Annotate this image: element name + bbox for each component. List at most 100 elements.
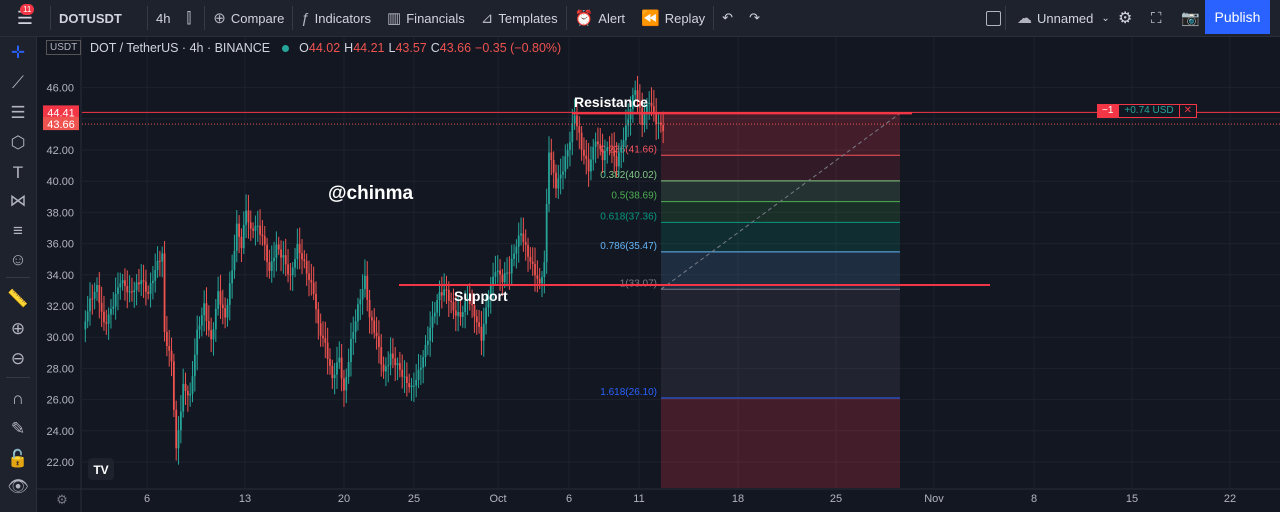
horizontal-lines[interactable] — [82, 111, 1280, 286]
compare-button[interactable]: ⊕ Compare — [205, 0, 292, 36]
text-icon[interactable]: T — [12, 163, 24, 182]
candle-body — [615, 156, 618, 167]
candle-body — [415, 379, 418, 386]
price-badge-text: 43.66 — [47, 119, 75, 131]
snapshot-button[interactable]: 📷 — [1173, 0, 1208, 36]
currency-label[interactable]: USDT — [46, 40, 82, 55]
zoom-in-icon[interactable]: ⊕ — [10, 319, 26, 338]
time-axis[interactable]: 6 13 20 25 Oct 6 11 18 25 Nov 8 15 22 — [37, 488, 1280, 505]
compare-label: Compare — [230, 10, 285, 26]
top-toolbar: ☰ 11 DOTUSDT 4h ⫿ ⊕ Compare ƒ Indicators ▥… — [0, 0, 1280, 37]
menu-button[interactable]: ☰ 11 — [0, 0, 50, 36]
trendline-icon[interactable]: ⟋ — [12, 73, 24, 92]
candle-body — [585, 155, 588, 160]
chart-settings-button[interactable]: ⚙ — [56, 493, 68, 508]
candle-body — [217, 291, 220, 309]
candle-body — [270, 261, 273, 271]
financials-icon: ▥ — [387, 10, 402, 27]
financials-label: Financials — [406, 10, 465, 26]
zoom-out-icon[interactable]: ⊖ — [10, 349, 26, 368]
price-chart[interactable]: 0.236(41.66) 0.382(40.02) 0.5(38.69) 0.618(… — [37, 37, 1280, 512]
candle-body — [552, 160, 555, 173]
time-tick-label: Oct — [489, 493, 506, 505]
lock-pencil-icon[interactable]: ✎ — [10, 419, 26, 438]
candle-body — [662, 124, 665, 132]
layout-button[interactable] — [978, 0, 1009, 36]
position-close-button[interactable]: ✕ — [1179, 104, 1197, 118]
candle-body — [298, 243, 301, 254]
candle-body — [282, 255, 285, 258]
fullscreen-button[interactable]: ⛶ — [1143, 0, 1170, 36]
indicators-label: Indicators — [314, 10, 372, 26]
candle-body — [571, 123, 574, 143]
redo-button[interactable]: ↷ — [741, 0, 768, 36]
candle-body — [91, 298, 94, 300]
position-tag[interactable]: −1 +0.74 USD ✕ — [1097, 104, 1197, 118]
candle-body — [468, 299, 471, 305]
layout-name-label: Unnamed — [1037, 10, 1094, 26]
lock-icon[interactable]: 🔓 — [7, 449, 29, 468]
price-badge: 43.66 — [43, 117, 79, 131]
emoji-icon[interactable]: ☺ — [9, 250, 27, 269]
publish-button[interactable]: Publish — [1205, 0, 1270, 34]
tv-logo-icon: TV — [88, 458, 114, 480]
candle-body — [387, 365, 390, 367]
chevron-down-icon: ⌄ — [1101, 12, 1110, 24]
candle-body — [541, 277, 543, 284]
price-tick-label: 28.00 — [46, 363, 74, 375]
candle-body — [221, 304, 224, 309]
candle-body — [319, 323, 322, 336]
candle-body — [259, 225, 261, 235]
alert-button[interactable]: ⏰ Alert — [567, 0, 633, 36]
settings-button[interactable]: ⚙ — [1110, 0, 1140, 36]
gear-icon: ⚙ — [1118, 10, 1133, 27]
support-label: Support — [454, 288, 508, 304]
candle-body — [240, 236, 243, 249]
candle-body — [382, 364, 385, 372]
patterns-icon[interactable]: ⬡ — [10, 133, 26, 152]
measure-icon[interactable]: ≡ — [13, 221, 23, 240]
crosshair-icon[interactable]: ✛ — [10, 43, 26, 62]
financials-button[interactable]: ▥ Financials — [379, 0, 473, 36]
candle-body — [454, 310, 457, 316]
candle-body — [359, 299, 362, 305]
chart-type-button[interactable]: ⫿ — [178, 0, 204, 36]
close-value: 43.66 — [439, 41, 472, 55]
indicators-button[interactable]: ƒ Indicators — [293, 0, 379, 36]
fib-zone — [661, 201, 900, 223]
projection-icon[interactable]: ⋈ — [9, 191, 27, 210]
magnet-icon[interactable]: ∩ — [11, 389, 25, 408]
candle-body — [124, 280, 126, 286]
fib-icon[interactable]: ☰ — [10, 103, 26, 122]
price-axis[interactable]: 22.00 24.00 26.00 28.00 30.00 32.00 34.00 36.00… — [43, 37, 82, 512]
eye-icon[interactable]: 👁 — [7, 477, 29, 496]
interval-button[interactable]: 4h — [156, 10, 171, 26]
templates-label: Templates — [498, 10, 558, 26]
candle-body — [371, 317, 373, 321]
candle-body — [464, 300, 467, 313]
ruler-icon[interactable]: 📏 — [7, 289, 29, 308]
layout-name-button[interactable]: ☁ Unnamed ⌄ — [1009, 0, 1118, 36]
replay-button[interactable]: ⏪ Replay — [633, 0, 713, 36]
candle-body — [333, 374, 336, 379]
symbol-search-button[interactable]: DOTUSDT — [59, 10, 122, 26]
candle-body — [368, 299, 371, 318]
candle-body — [184, 383, 187, 391]
templates-button[interactable]: ⊿ Templates — [473, 0, 566, 36]
candle-body — [142, 280, 145, 282]
fib-retracement[interactable]: 0.236(41.66) 0.382(40.02) 0.5(38.69) 0.618(… — [600, 112, 901, 488]
candle-body — [648, 102, 651, 104]
watermark-text: @chinma — [328, 183, 413, 204]
candle-body — [466, 299, 469, 301]
fx-icon: ƒ — [301, 9, 310, 27]
candle-body — [559, 174, 562, 179]
settings-icon: ⚙ — [56, 493, 68, 508]
candle-body — [156, 260, 159, 270]
undo-button[interactable]: ↶ — [714, 0, 741, 36]
candle-body — [548, 152, 550, 205]
candle-body — [489, 286, 492, 299]
candle-body — [340, 357, 343, 379]
candle-body — [117, 287, 119, 294]
candle-body — [636, 90, 639, 101]
drawing-toolbar: ✛ ⟋ ☰ ⬡ T ⋈ ≡ ☺ 📏 ⊕ ⊖ ∩ ✎ 🔓 👁 — [0, 37, 37, 512]
